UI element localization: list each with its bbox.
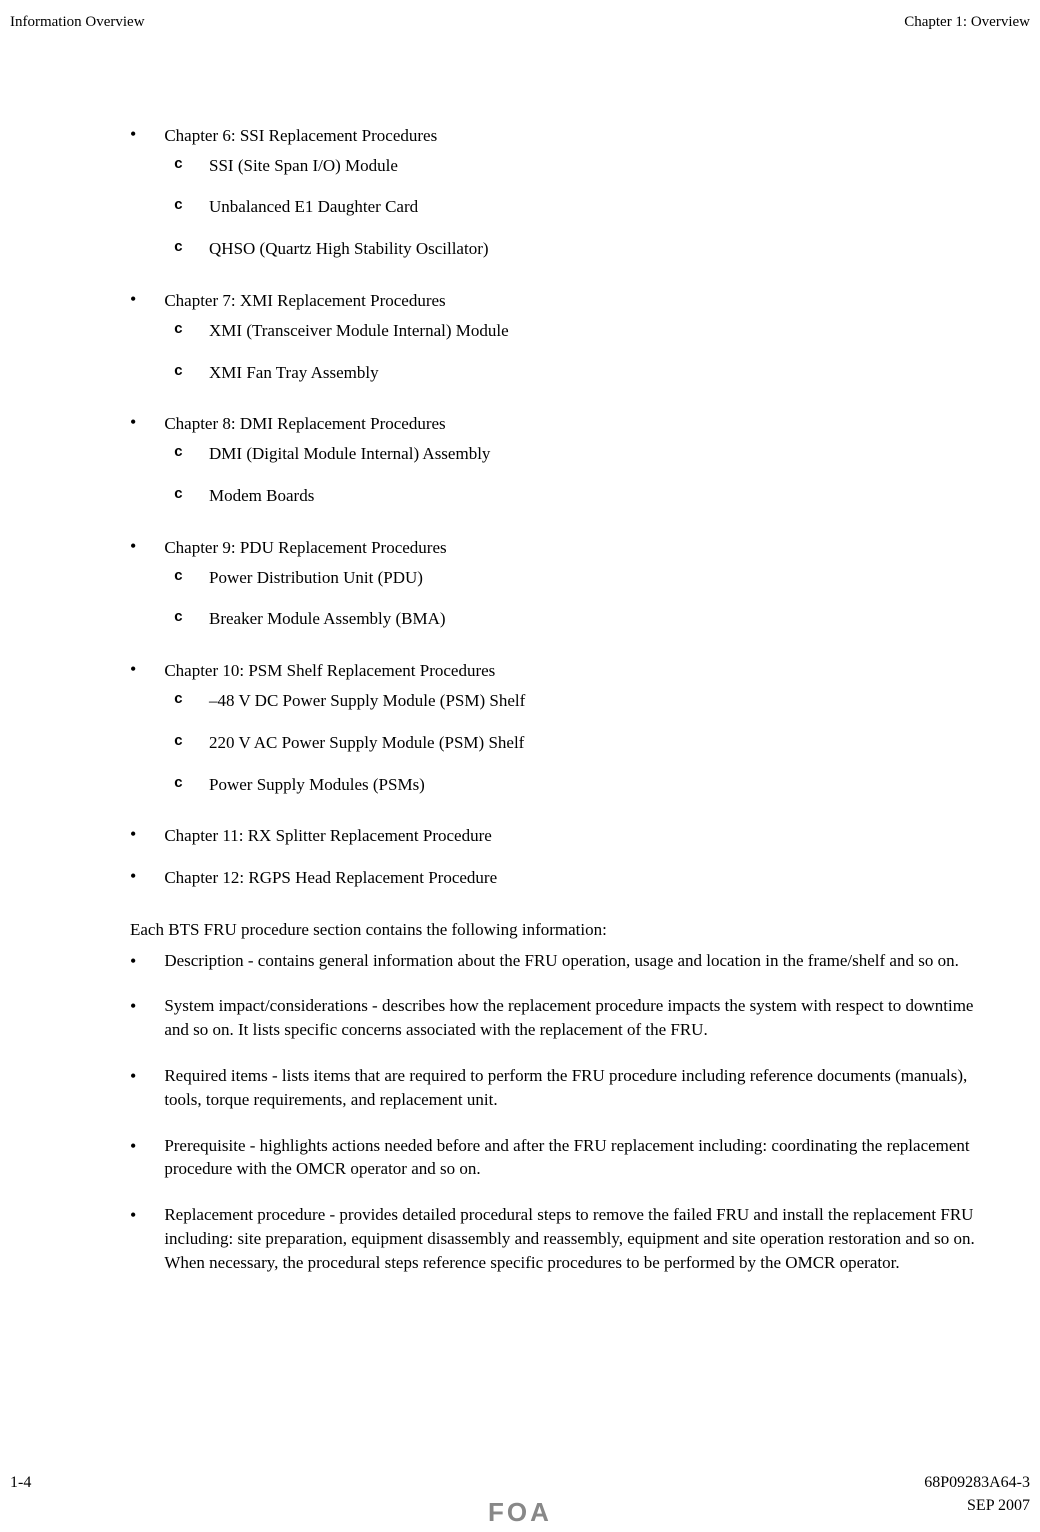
bullet-icon: • xyxy=(130,996,136,1018)
chapter-row: • Chapter 8: DMI Replacement Procedures xyxy=(130,412,1000,436)
description-text: Description - contains general informati… xyxy=(164,949,959,973)
sub-item: c SSI (Site Span I/O) Module xyxy=(174,154,1000,178)
header-right: Chapter 1: Overview xyxy=(904,12,1030,34)
chapter-title: Chapter 6: SSI Replacement Procedures xyxy=(164,124,437,148)
chapter-title: Chapter 8: DMI Replacement Procedures xyxy=(164,412,445,436)
bullet-icon: • xyxy=(130,536,136,558)
sub-list: c XMI (Transceiver Module Internal) Modu… xyxy=(174,319,1000,385)
description-text: System impact/considerations - describes… xyxy=(164,994,1000,1042)
chapter-row: • Chapter 12: RGPS Head Replacement Proc… xyxy=(130,866,1000,890)
sub-bullet-icon: c xyxy=(174,442,183,463)
sub-bullet-icon: c xyxy=(174,361,183,382)
sub-text: DMI (Digital Module Internal) Assembly xyxy=(209,442,490,466)
page-content: • Chapter 6: SSI Replacement Procedures … xyxy=(0,34,1040,1275)
chapter-item: • Chapter 11: RX Splitter Replacement Pr… xyxy=(130,824,1000,848)
sub-item: c XMI (Transceiver Module Internal) Modu… xyxy=(174,319,1000,343)
sub-bullet-icon: c xyxy=(174,773,183,794)
description-text: Required items - lists items that are re… xyxy=(164,1064,1000,1112)
header-left: Information Overview xyxy=(10,12,145,34)
bullet-icon: • xyxy=(130,659,136,681)
page-footer: 1-4 68P09283A64-3 FOA SEP 2007 xyxy=(0,1471,1040,1517)
bullet-icon: • xyxy=(130,824,136,846)
sub-bullet-icon: c xyxy=(174,195,183,216)
bullet-icon: • xyxy=(130,1205,136,1227)
footer-page-number: 1-4 xyxy=(10,1471,31,1494)
description-item: • Prerequisite - highlights actions need… xyxy=(130,1134,1000,1182)
sub-text: QHSO (Quartz High Stability Oscillator) xyxy=(209,237,489,261)
sub-text: Modem Boards xyxy=(209,484,314,508)
chapter-item: • Chapter 9: PDU Replacement Procedures … xyxy=(130,536,1000,631)
sub-item: c Breaker Module Assembly (BMA) xyxy=(174,607,1000,631)
sub-bullet-icon: c xyxy=(174,154,183,175)
sub-text: –48 V DC Power Supply Module (PSM) Shelf xyxy=(209,689,525,713)
intro-text: Each BTS FRU procedure section contains … xyxy=(130,918,1000,943)
chapter-title: Chapter 7: XMI Replacement Procedures xyxy=(164,289,445,313)
chapter-item: • Chapter 12: RGPS Head Replacement Proc… xyxy=(130,866,1000,890)
page-header: Information Overview Chapter 1: Overview xyxy=(0,0,1040,34)
footer-doc-number: 68P09283A64-3 xyxy=(924,1471,1030,1494)
bullet-icon: • xyxy=(130,1136,136,1158)
sub-list: c DMI (Digital Module Internal) Assembly… xyxy=(174,442,1000,508)
sub-text: 220 V AC Power Supply Module (PSM) Shelf xyxy=(209,731,524,755)
sub-item: c 220 V AC Power Supply Module (PSM) She… xyxy=(174,731,1000,755)
chapter-row: • Chapter 11: RX Splitter Replacement Pr… xyxy=(130,824,1000,848)
bullet-icon: • xyxy=(130,1066,136,1088)
chapter-title: Chapter 10: PSM Shelf Replacement Proced… xyxy=(164,659,495,683)
chapter-title: Chapter 11: RX Splitter Replacement Proc… xyxy=(164,824,491,848)
chapter-item: • Chapter 7: XMI Replacement Procedures … xyxy=(130,289,1000,384)
description-item: • Replacement procedure - provides detai… xyxy=(130,1203,1000,1274)
bullet-icon: • xyxy=(130,951,136,973)
chapter-row: • Chapter 10: PSM Shelf Replacement Proc… xyxy=(130,659,1000,683)
bullet-icon: • xyxy=(130,412,136,434)
chapter-item: • Chapter 10: PSM Shelf Replacement Proc… xyxy=(130,659,1000,796)
sub-item: c Modem Boards xyxy=(174,484,1000,508)
sub-list: c Power Distribution Unit (PDU) c Breake… xyxy=(174,566,1000,632)
chapter-row: • Chapter 7: XMI Replacement Procedures xyxy=(130,289,1000,313)
chapter-row: • Chapter 9: PDU Replacement Procedures xyxy=(130,536,1000,560)
description-item: • System impact/considerations - describ… xyxy=(130,994,1000,1042)
sub-text: Unbalanced E1 Daughter Card xyxy=(209,195,418,219)
sub-list: c SSI (Site Span I/O) Module c Unbalance… xyxy=(174,154,1000,261)
chapter-title: Chapter 9: PDU Replacement Procedures xyxy=(164,536,446,560)
chapter-title: Chapter 12: RGPS Head Replacement Proced… xyxy=(164,866,497,890)
description-item: • Required items - lists items that are … xyxy=(130,1064,1000,1112)
sub-bullet-icon: c xyxy=(174,566,183,587)
chapter-item: • Chapter 8: DMI Replacement Procedures … xyxy=(130,412,1000,507)
sub-text: XMI (Transceiver Module Internal) Module xyxy=(209,319,509,343)
sub-bullet-icon: c xyxy=(174,731,183,752)
sub-item: c DMI (Digital Module Internal) Assembly xyxy=(174,442,1000,466)
description-item: • Description - contains general informa… xyxy=(130,949,1000,973)
bullet-icon: • xyxy=(130,124,136,146)
sub-item: c QHSO (Quartz High Stability Oscillator… xyxy=(174,237,1000,261)
description-text: Prerequisite - highlights actions needed… xyxy=(164,1134,1000,1182)
bullet-icon: • xyxy=(130,289,136,311)
sub-bullet-icon: c xyxy=(174,689,183,710)
sub-bullet-icon: c xyxy=(174,607,183,628)
sub-item: c XMI Fan Tray Assembly xyxy=(174,361,1000,385)
sub-text: Power Distribution Unit (PDU) xyxy=(209,566,423,590)
sub-bullet-icon: c xyxy=(174,319,183,340)
footer-date: SEP 2007 xyxy=(967,1494,1030,1517)
sub-item: c Unbalanced E1 Daughter Card xyxy=(174,195,1000,219)
sub-text: SSI (Site Span I/O) Module xyxy=(209,154,398,178)
chapter-row: • Chapter 6: SSI Replacement Procedures xyxy=(130,124,1000,148)
sub-bullet-icon: c xyxy=(174,484,183,505)
sub-item: c Power Supply Modules (PSMs) xyxy=(174,773,1000,797)
sub-text: Power Supply Modules (PSMs) xyxy=(209,773,425,797)
sub-item: c –48 V DC Power Supply Module (PSM) She… xyxy=(174,689,1000,713)
sub-text: XMI Fan Tray Assembly xyxy=(209,361,379,385)
sub-item: c Power Distribution Unit (PDU) xyxy=(174,566,1000,590)
sub-text: Breaker Module Assembly (BMA) xyxy=(209,607,446,631)
description-text: Replacement procedure - provides detaile… xyxy=(164,1203,1000,1274)
footer-center-label: FOA xyxy=(488,1494,552,1532)
chapter-item: • Chapter 6: SSI Replacement Procedures … xyxy=(130,124,1000,261)
sub-bullet-icon: c xyxy=(174,237,183,258)
bullet-icon: • xyxy=(130,866,136,888)
footer-row: FOA SEP 2007 xyxy=(10,1494,1030,1517)
sub-list: c –48 V DC Power Supply Module (PSM) She… xyxy=(174,689,1000,796)
footer-row: 1-4 68P09283A64-3 xyxy=(10,1471,1030,1494)
